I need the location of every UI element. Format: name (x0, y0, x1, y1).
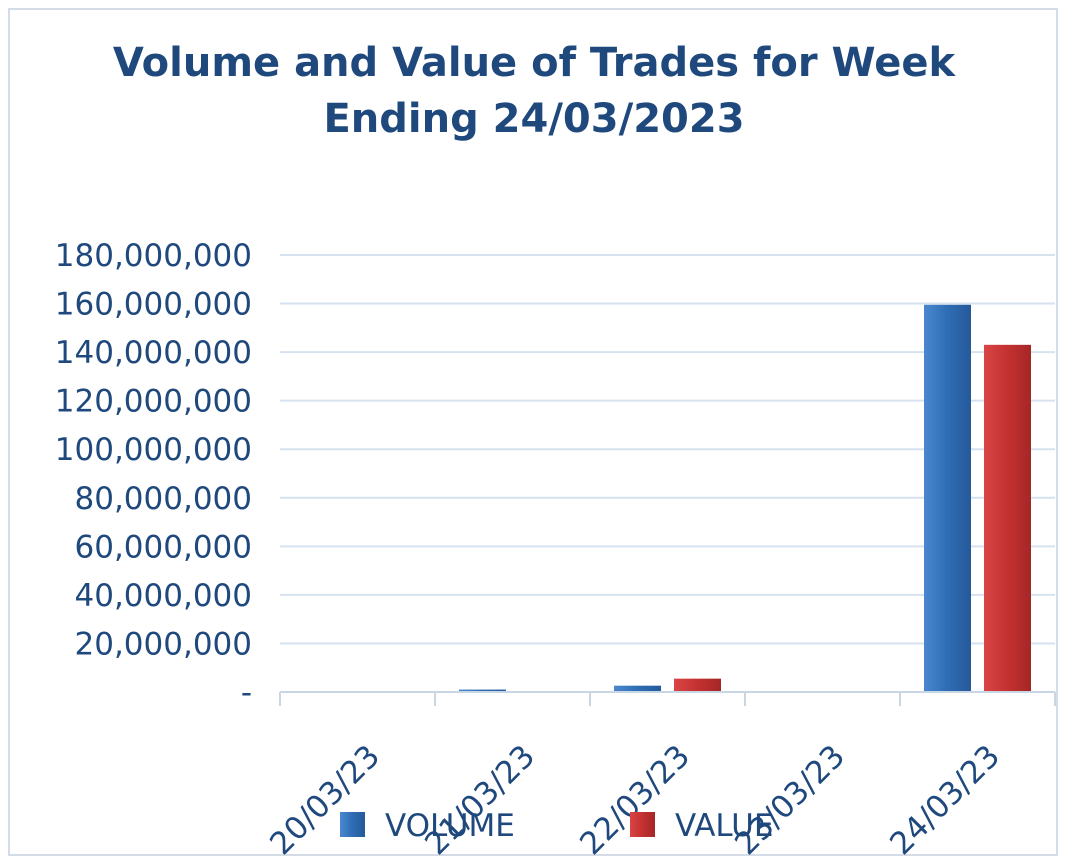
bar-value-24-03-23 (984, 344, 1031, 692)
x-tick-label: 20/03/23 (263, 738, 387, 862)
y-tick-label: 60,000,000 (75, 529, 253, 565)
y-tick-label: 100,000,000 (55, 432, 252, 468)
y-tick-label: 160,000,000 (55, 287, 252, 323)
y-tick-label: 20,000,000 (75, 626, 253, 662)
legend-label-volume: VOLUME (385, 808, 515, 844)
y-tick-label: 80,000,000 (75, 481, 253, 517)
y-tick-label: 140,000,000 (55, 335, 252, 371)
bar-value-22-03-23 (674, 678, 721, 692)
legend: VOLUME VALUE (340, 808, 773, 844)
bar-volume-21-03-23 (459, 689, 506, 692)
chart-title-line-2: Ending 24/03/2023 (323, 96, 744, 142)
chart-frame (8, 8, 1058, 856)
y-tick-label: 40,000,000 (75, 578, 253, 614)
x-axis (279, 691, 1056, 706)
legend-label-value: VALUE (675, 808, 773, 844)
legend-swatch-volume (340, 812, 365, 837)
x-tick-label: 24/03/23 (883, 738, 1007, 862)
legend-swatch-value (630, 812, 655, 837)
y-tick-label: - (241, 675, 252, 711)
bars (304, 304, 1031, 692)
y-axis-tick-labels: - 20,000,000 40,000,000 60,000,000 80,000,00… (55, 238, 252, 711)
y-tick-label: 120,000,000 (55, 384, 252, 420)
chart-title-line-1: Volume and Value of Trades for Week (113, 40, 957, 86)
x-axis-tick-labels: 20/03/23 21/03/23 22/03/23 23/03/23 24/03/23 (263, 738, 1007, 862)
bar-volume-24-03-23 (924, 304, 971, 692)
y-tick-label: 180,000,000 (55, 238, 252, 274)
bar-volume-22-03-23 (614, 685, 661, 692)
chart-title: Volume and Value of Trades for Week Endi… (113, 40, 957, 142)
